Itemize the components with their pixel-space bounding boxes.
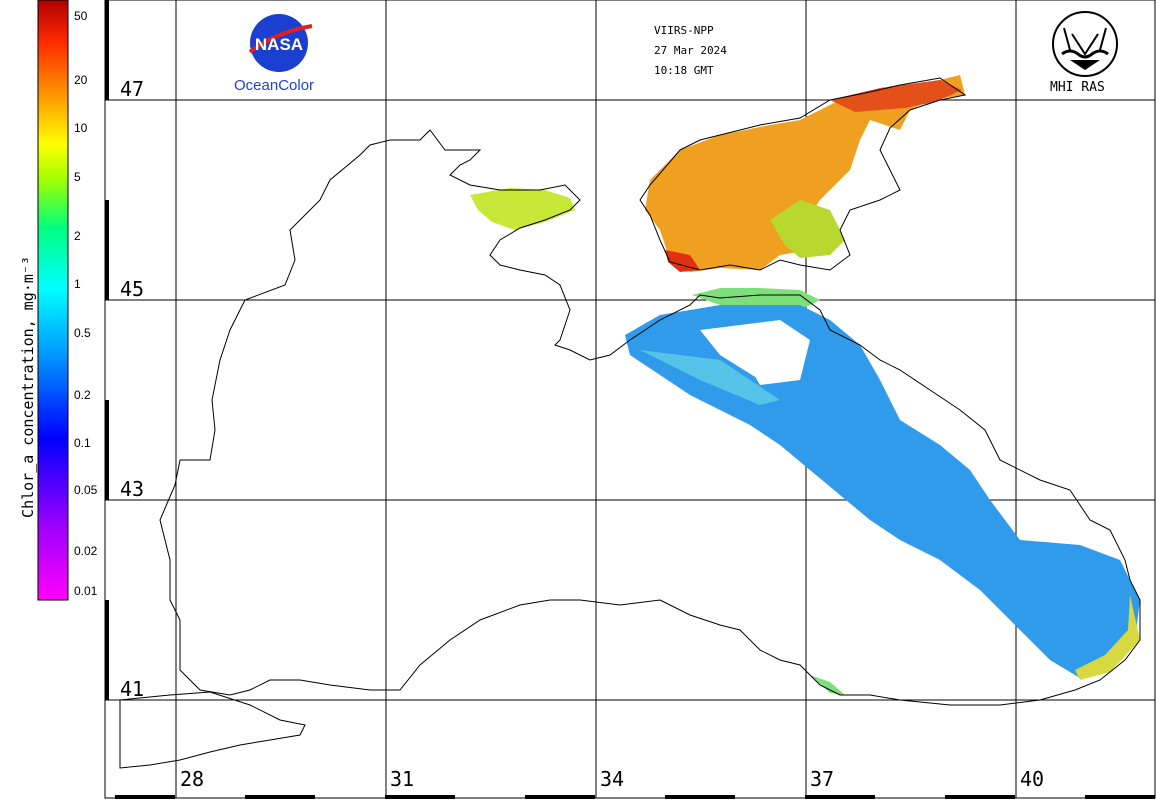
- colorbar: [37, 0, 69, 601]
- nasa-logo: NASA: [248, 14, 313, 72]
- coastline: [119, 77, 1141, 769]
- marmara-coast: [119, 691, 306, 769]
- kerch-patch: [692, 288, 820, 310]
- colorbar-tick: 5: [74, 170, 81, 184]
- time-label: 10:18 GMT: [654, 64, 714, 77]
- colorbar-tick: 50: [74, 9, 88, 23]
- lon-label-28: 28: [180, 767, 205, 791]
- mhi-logo: [1052, 11, 1118, 77]
- colorbar-tick: 0.02: [74, 544, 98, 558]
- graticule: [105, 0, 1155, 798]
- black-sea-coast: [159, 129, 1141, 706]
- lat-label-47: 47: [120, 77, 145, 101]
- bottom-ruler: [115, 795, 1155, 799]
- date-label: 27 Mar 2024: [654, 44, 727, 57]
- azov-mid-patch: [770, 200, 845, 258]
- lat-label-45: 45: [120, 277, 145, 301]
- colorbar-tick: 20: [74, 73, 88, 87]
- colorbar-tick: 10: [74, 121, 88, 135]
- lat-label-43: 43: [120, 477, 145, 501]
- sensor-label: VIIRS-NPP: [654, 24, 714, 37]
- mhi-caption: MHI RAS: [1050, 80, 1105, 95]
- colorbar-tick: 0.1: [74, 436, 91, 450]
- lon-label-40: 40: [1020, 767, 1045, 791]
- lon-label-31: 31: [390, 767, 415, 791]
- chlorophyll-data: [470, 75, 1140, 695]
- nasa-wordmark: NASA: [255, 35, 303, 54]
- colorbar-tick: 2: [74, 229, 81, 243]
- se-rim-patch: [1075, 595, 1140, 680]
- colorbar-tick: 0.2: [74, 388, 91, 402]
- sinop-patch: [810, 675, 845, 695]
- azov-coast: [639, 77, 967, 271]
- lat-label-41: 41: [120, 677, 145, 701]
- azov-south-patch: [665, 250, 700, 272]
- colorbar-tick: 1: [74, 277, 81, 291]
- colorbar-tick: 0.01: [74, 584, 98, 598]
- map-frame: [104, 0, 1156, 799]
- eastern-cyan-band: [640, 350, 780, 405]
- lon-label-34: 34: [600, 767, 625, 791]
- colorbar-title: Chlor_a concentration, mg·m⁻³: [19, 256, 37, 518]
- cloud-gap-2: [740, 350, 800, 385]
- colorbar-tick: 0.5: [74, 326, 91, 340]
- colorbar-tick: 0.05: [74, 483, 98, 497]
- nasa-caption: OceanColor: [234, 77, 315, 94]
- lon-label-37: 37: [810, 767, 835, 791]
- azov-taganrog-patch: [830, 80, 962, 112]
- left-ruler: [105, 0, 109, 700]
- azov-patch: [645, 75, 965, 272]
- karkinit-patch: [470, 188, 575, 230]
